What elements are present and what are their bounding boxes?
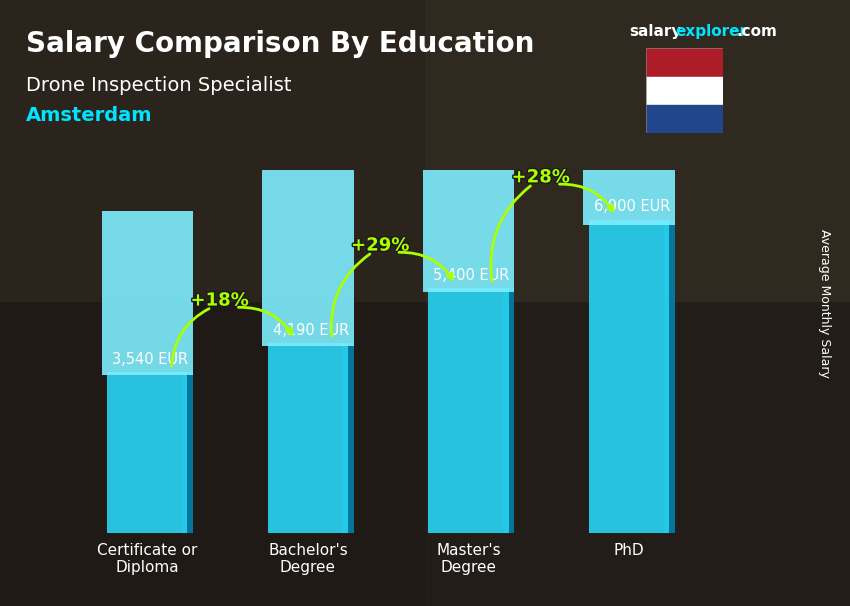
Bar bbox=[646, 48, 722, 77]
Text: +28%: +28% bbox=[512, 168, 570, 187]
Bar bbox=[422, 42, 514, 292]
Text: 6,900 EUR: 6,900 EUR bbox=[593, 199, 670, 215]
Text: .com: .com bbox=[737, 24, 778, 39]
Bar bbox=[182, 372, 193, 533]
Text: 4,190 EUR: 4,190 EUR bbox=[273, 322, 348, 338]
Text: 5,400 EUR: 5,400 EUR bbox=[434, 268, 509, 282]
Bar bbox=[268, 343, 348, 533]
Bar bbox=[503, 288, 514, 533]
Bar bbox=[101, 211, 193, 375]
Text: Drone Inspection Specialist: Drone Inspection Specialist bbox=[26, 76, 291, 95]
Text: salary: salary bbox=[629, 24, 682, 39]
Bar bbox=[583, 0, 675, 225]
Bar bbox=[428, 288, 508, 533]
Text: +18%: +18% bbox=[190, 291, 249, 310]
Bar bbox=[262, 152, 354, 346]
Text: Amsterdam: Amsterdam bbox=[26, 106, 152, 125]
Text: explorer: explorer bbox=[676, 24, 748, 39]
Bar bbox=[343, 343, 354, 533]
Bar bbox=[589, 219, 669, 533]
Bar bbox=[646, 105, 722, 133]
Bar bbox=[107, 372, 188, 533]
Bar bbox=[646, 77, 722, 105]
Text: +29%: +29% bbox=[351, 236, 409, 255]
Text: Salary Comparison By Education: Salary Comparison By Education bbox=[26, 30, 534, 58]
Text: 3,540 EUR: 3,540 EUR bbox=[112, 352, 188, 367]
Bar bbox=[664, 219, 675, 533]
Text: Average Monthly Salary: Average Monthly Salary bbox=[818, 228, 831, 378]
